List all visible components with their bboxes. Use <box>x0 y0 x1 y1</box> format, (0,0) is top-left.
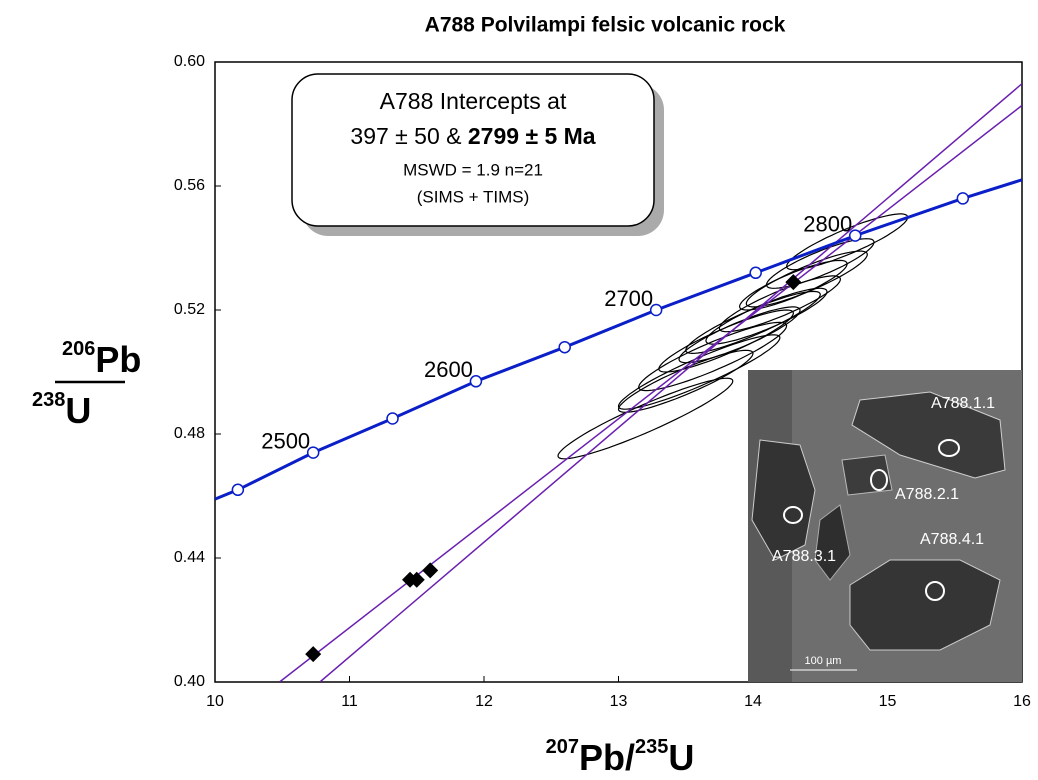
age-label: 2500 <box>261 428 310 453</box>
annotation-text: A788 Intercepts at <box>380 88 567 114</box>
el: Pb <box>95 339 141 380</box>
discordia-line <box>279 104 1022 682</box>
y-label-den: 238U <box>32 389 91 430</box>
age-marker <box>848 229 862 242</box>
annotation-text: (SIMS + TIMS) <box>417 187 530 206</box>
el: U <box>668 737 694 778</box>
x-tick-label: 12 <box>475 693 493 710</box>
spot-label: A788.2.1 <box>895 486 959 503</box>
y-tick-label: 0.60 <box>174 53 205 70</box>
age-label: 2600 <box>424 357 473 382</box>
x-axis-label: 207Pb/235U <box>546 736 695 777</box>
annotation-span: 397 ± 50 & <box>350 123 467 149</box>
zircon <box>751 439 816 561</box>
annotation-text: MSWD = 1.9 n=21 <box>403 160 543 179</box>
tims-point <box>305 646 322 663</box>
age-marker <box>231 483 245 497</box>
age-label: 2800 <box>803 211 852 236</box>
error-ellipse <box>705 287 828 345</box>
tims-point <box>785 274 802 291</box>
y-tick-label: 0.56 <box>174 177 205 194</box>
annotation-text: 397 ± 50 & 2799 ± 5 Ma <box>350 123 595 149</box>
annotation: A788 Intercepts at 397 ± 50 & 2799 ± 5 M… <box>291 73 664 236</box>
x-tick-label: 10 <box>206 693 224 710</box>
y-tick-label: 0.44 <box>174 549 205 566</box>
el: Pb/ <box>579 737 635 778</box>
age-marker <box>749 266 762 280</box>
y-tick-label: 0.48 <box>174 425 205 442</box>
error-ellipse <box>738 259 848 311</box>
sup: 235 <box>635 736 668 758</box>
x-tick-label: 13 <box>610 693 628 710</box>
age-marker <box>386 412 399 425</box>
age-marker <box>956 192 970 205</box>
x-tick-label: 14 <box>744 693 762 710</box>
y-tick-label: 0.40 <box>174 673 205 690</box>
discordia-line <box>319 83 1022 682</box>
error-ellipse <box>745 250 868 308</box>
y-label-num: 206Pb <box>62 338 141 379</box>
inset-image: A788.1.1 A788.2.1 A788.3.1 A788.4.1 100 … <box>748 370 1022 682</box>
sup: 207 <box>546 736 579 758</box>
y-tick-label: 0.52 <box>174 301 205 318</box>
error-ellipse <box>678 306 801 364</box>
x-tick-label: 16 <box>1013 693 1031 710</box>
spot <box>938 439 960 457</box>
x-tick-label: 11 <box>341 693 358 710</box>
tims-point <box>408 571 425 588</box>
el: U <box>65 390 91 431</box>
zircon <box>851 391 1006 479</box>
zircon <box>814 504 851 581</box>
error-ellipse <box>638 321 788 392</box>
age-marker <box>469 375 483 388</box>
y-axis-label: 206Pb 238U <box>32 338 141 430</box>
age-label: 2700 <box>604 286 653 311</box>
spot-label: A788.3.1 <box>772 548 836 565</box>
annotation-span: 2799 ± 5 Ma <box>468 123 596 149</box>
scale-label: 100 µm <box>805 655 842 667</box>
tims-point <box>422 562 439 579</box>
spot <box>870 469 888 491</box>
spot-label: A788.4.1 <box>920 531 984 548</box>
zircon <box>841 454 893 496</box>
sup: 238 <box>32 389 65 411</box>
error-ellipse <box>617 334 781 410</box>
age-marker <box>558 340 571 354</box>
spot <box>783 506 803 524</box>
age-marker <box>306 446 320 459</box>
spot <box>925 581 945 601</box>
spot-label: A788.1.1 <box>931 395 995 412</box>
age-marker <box>649 303 663 317</box>
zircon <box>849 559 1001 651</box>
chart-title: A788 Polvilampi felsic volcanic rock <box>425 14 786 37</box>
x-tick-label: 15 <box>879 693 897 710</box>
error-ellipse <box>557 377 734 460</box>
sup: 206 <box>62 338 95 360</box>
annotation-box <box>291 73 655 227</box>
